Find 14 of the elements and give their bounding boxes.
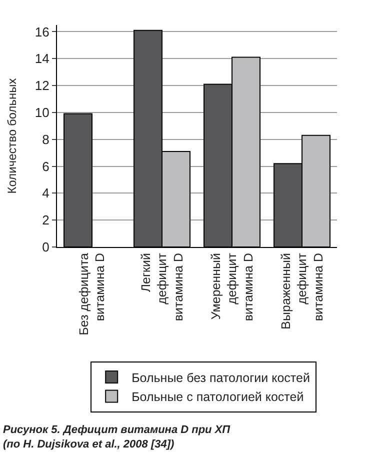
y-tick-label: 6 (42, 158, 50, 174)
y-tick-label: 12 (34, 78, 50, 94)
y-tick-label: 16 (34, 24, 50, 40)
y-tick-label: 2 (42, 212, 50, 228)
text: Рисунок 5. Дефицит витамина D при ХП (по H. Dujsikova et al., 2008 [34]) (3, 424, 232, 450)
y-tick-label: 0 (42, 240, 50, 255)
y-axis-title: Количество больных (5, 78, 20, 194)
y-tick-label: 14 (34, 51, 50, 66)
x-tick-label: Без дефицита витамина D (76, 252, 108, 336)
y-tick-label: 10 (34, 105, 50, 120)
legend-label: Больные с патологией костей (132, 390, 304, 404)
y-tick-label: 8 (42, 132, 50, 147)
y-tick-label: 4 (42, 186, 50, 201)
legend-label: Больные без патологии костей (132, 370, 310, 385)
